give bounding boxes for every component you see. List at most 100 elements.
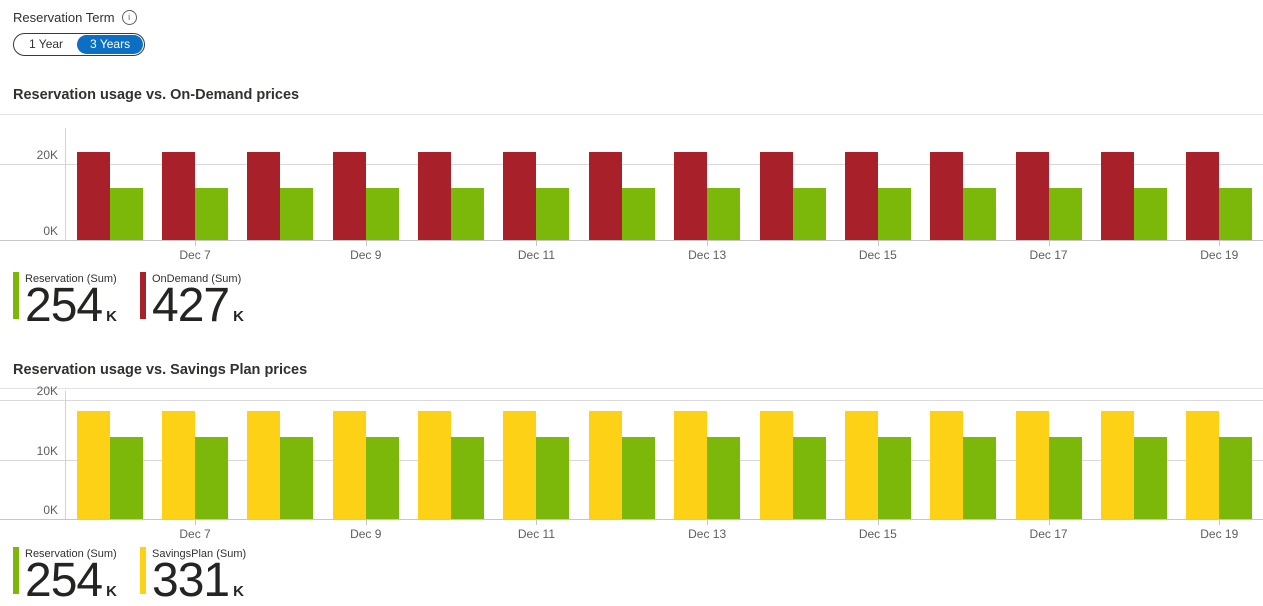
legend-label: Reservation (Sum) <box>25 548 117 560</box>
x-axis-label: Dec 13 <box>688 248 727 262</box>
bar-ondemand[interactable] <box>76 151 110 241</box>
ondemand-chart-title: Reservation usage vs. On-Demand prices <box>13 87 300 103</box>
reservation-term-toggle: 1 Year 3 Years <box>13 33 146 56</box>
x-axis-tick <box>1048 520 1050 525</box>
bar-savingsplan[interactable] <box>759 411 793 520</box>
ondemand-chart-legend: Reservation (Sum) 254 K OnDemand (Sum) 4… <box>13 272 267 331</box>
x-axis-tick <box>365 241 367 246</box>
x-axis-label: Dec 15 <box>858 527 897 541</box>
bar-reservation[interactable] <box>1048 188 1082 241</box>
x-axis-label: Dec 7 <box>179 248 211 262</box>
bar-reservation[interactable] <box>536 188 570 241</box>
bar-reservation[interactable] <box>792 437 826 520</box>
bar-savingsplan[interactable] <box>844 411 878 520</box>
legend-unit: K <box>233 308 244 325</box>
bar-ondemand[interactable] <box>844 151 878 241</box>
x-axis-label: Dec 17 <box>1029 527 1068 541</box>
y-axis-label: 0K <box>43 224 58 238</box>
bar-reservation[interactable] <box>1133 437 1167 520</box>
toggle-option-1-year[interactable]: 1 Year <box>15 35 77 54</box>
bar-savingsplan[interactable] <box>162 411 196 520</box>
bar-savingsplan[interactable] <box>674 411 708 520</box>
bar-reservation[interactable] <box>109 437 143 520</box>
info-icon[interactable]: i <box>121 10 137 25</box>
bar-savingsplan[interactable] <box>1100 411 1134 520</box>
x-axis-tick <box>536 520 538 525</box>
x-axis-tick <box>707 520 709 525</box>
bar-reservation[interactable] <box>195 188 229 241</box>
x-axis-label: Dec 13 <box>688 527 727 541</box>
bar-reservation[interactable] <box>621 437 655 520</box>
section-divider <box>0 114 1263 115</box>
bar-reservation[interactable] <box>1048 437 1082 520</box>
bar-reservation[interactable] <box>451 188 485 241</box>
x-axis-tick <box>877 520 879 525</box>
bar-reservation[interactable] <box>963 188 997 241</box>
bar-savingsplan[interactable] <box>1015 411 1049 520</box>
bar-reservation[interactable] <box>451 437 485 520</box>
y-axis-label: 20K <box>36 384 58 398</box>
x-axis-tick <box>1048 241 1050 246</box>
bar-reservation[interactable] <box>621 188 655 241</box>
reservation-term-label: Reservation Term <box>13 10 115 25</box>
bar-ondemand[interactable] <box>588 151 622 241</box>
legend-total: 427 <box>152 279 230 332</box>
bar-ondemand[interactable] <box>162 151 196 241</box>
reservation-term-header: Reservation Term i <box>13 10 137 25</box>
bar-reservation[interactable] <box>877 437 911 520</box>
legend-label: OnDemand (Sum) <box>152 273 242 285</box>
y-axis-line <box>65 391 66 520</box>
bar-savingsplan[interactable] <box>1186 411 1220 520</box>
bar-reservation[interactable] <box>1219 188 1253 241</box>
bar-reservation[interactable] <box>365 437 399 520</box>
bar-ondemand[interactable] <box>674 151 708 241</box>
bar-savingsplan[interactable] <box>418 411 452 520</box>
ondemand-bar-chart: 0K 20K Dec 7 Dec 9 Dec 11 Dec 13 Dec 15 Dec 17 D… <box>0 128 1263 262</box>
bar-savingsplan[interactable] <box>588 411 622 520</box>
bar-ondemand[interactable] <box>759 151 793 241</box>
bar-ondemand[interactable] <box>247 151 281 241</box>
bar-ondemand[interactable] <box>418 151 452 241</box>
bar-ondemand[interactable] <box>1015 151 1049 241</box>
bar-savingsplan[interactable] <box>930 411 964 520</box>
bar-reservation[interactable] <box>1133 188 1167 241</box>
bar-reservation[interactable] <box>1219 437 1253 520</box>
bar-ondemand[interactable] <box>1100 151 1134 241</box>
bar-ondemand[interactable] <box>332 151 366 241</box>
bar-ondemand[interactable] <box>930 151 964 241</box>
bar-savingsplan[interactable] <box>76 411 110 520</box>
section-divider <box>0 388 1263 389</box>
bar-reservation[interactable] <box>536 437 570 520</box>
x-axis-label: Dec 17 <box>1029 248 1068 262</box>
x-axis-tick <box>1219 520 1221 525</box>
x-axis-label: Dec 11 <box>517 248 555 262</box>
x-axis-line <box>0 240 1263 241</box>
bar-ondemand[interactable] <box>503 151 537 241</box>
bar-reservation[interactable] <box>365 188 399 241</box>
bar-reservation[interactable] <box>109 188 143 241</box>
y-axis-label: 10K <box>36 443 58 458</box>
bar-reservation[interactable] <box>877 188 911 241</box>
reservation-swatch <box>13 272 19 319</box>
bar-ondemand[interactable] <box>1186 151 1220 241</box>
bar-savingsplan[interactable] <box>503 411 537 520</box>
x-axis-tick <box>365 520 367 525</box>
toggle-option-3-years[interactable]: 3 Years <box>77 35 144 54</box>
bar-reservation[interactable] <box>280 437 314 520</box>
bar-reservation[interactable] <box>280 188 314 241</box>
bar-reservation[interactable] <box>707 437 741 520</box>
bar-reservation[interactable] <box>792 188 826 241</box>
savingsplan-chart-title: Reservation usage vs. Savings Plan price… <box>13 362 308 378</box>
bar-savingsplan[interactable] <box>247 411 281 520</box>
y-axis-line <box>65 128 66 241</box>
bar-reservation[interactable] <box>963 437 997 520</box>
legend-item-ondemand: OnDemand (Sum) 427 K <box>140 272 267 331</box>
legend-total: 254 <box>25 279 103 332</box>
bar-savingsplan[interactable] <box>332 411 366 520</box>
x-axis-tick <box>707 241 709 246</box>
legend-label: SavingsPlan (Sum) <box>152 548 247 560</box>
gridline <box>0 164 1263 165</box>
bar-reservation[interactable] <box>195 437 229 520</box>
bar-reservation[interactable] <box>707 188 741 241</box>
